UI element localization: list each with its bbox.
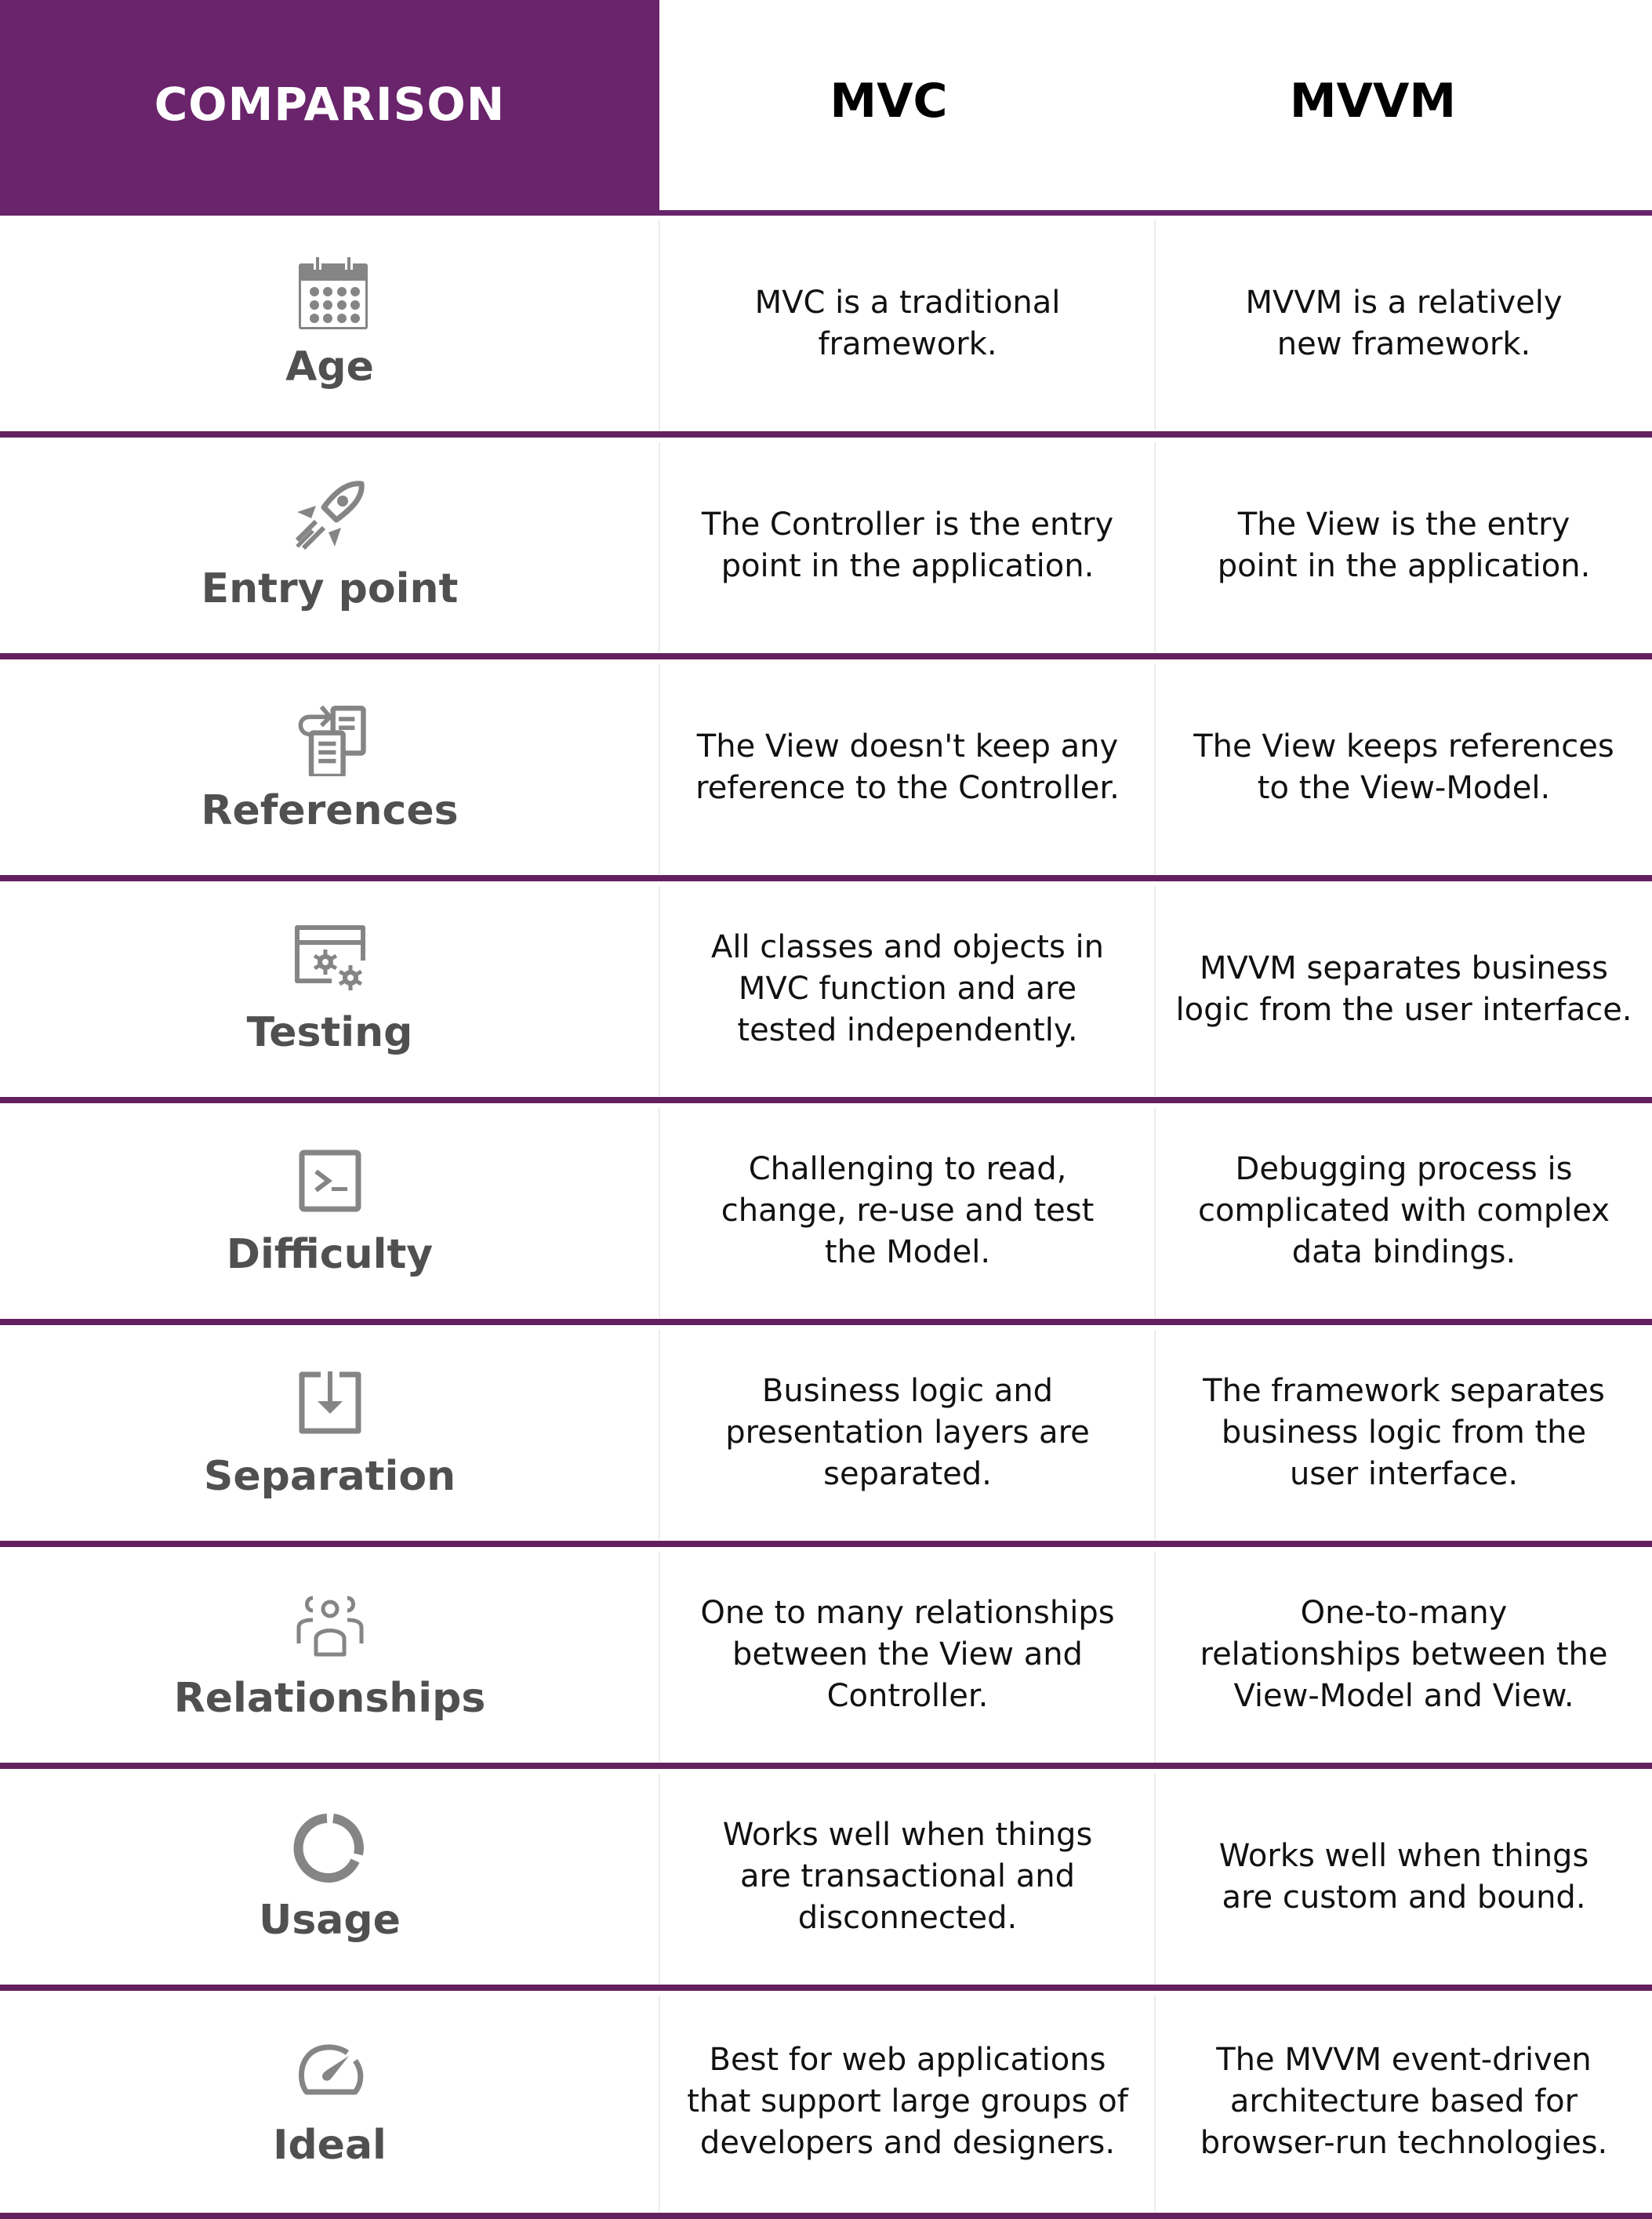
column-divider: [659, 886, 660, 1096]
mvvm-cell: The MVVM event-driven architecture based…: [1200, 2042, 1608, 2161]
column-divider: [659, 220, 660, 430]
documents-redirect-icon: [298, 705, 366, 776]
row-label: Ideal: [273, 2121, 387, 2169]
table-row-difficulty: Difficulty Challenging to read, change, …: [0, 1103, 1652, 1325]
column-divider: [659, 1330, 660, 1540]
row-label-cell: Separation: [0, 1325, 659, 1541]
column-divider: [659, 442, 660, 652]
column-divider: [659, 664, 660, 874]
row-label-cell: References: [0, 659, 659, 875]
table-row-testing: Testing All classes and objects in MVC f…: [0, 881, 1652, 1103]
row-divider: [0, 653, 1652, 659]
row-label: Testing: [246, 1008, 413, 1056]
row-divider: [0, 2213, 1652, 2219]
table-row-relationships: Relationships One to many relationships …: [0, 1547, 1652, 1769]
mvvm-cell: The View is the entry point in the appli…: [1217, 506, 1591, 584]
terminal-icon: [299, 1149, 361, 1211]
row-label: Entry point: [201, 565, 459, 612]
row-divider: [0, 1541, 1652, 1547]
calendar-icon: [298, 256, 368, 329]
column-divider: [1154, 1552, 1156, 1762]
users-group-icon: [296, 1596, 363, 1656]
row-label-cell: Usage: [0, 1769, 659, 1985]
row-divider: [0, 1097, 1652, 1103]
download-box-icon: [299, 1371, 361, 1433]
column-divider: [1154, 886, 1156, 1096]
mvvm-cell: One-to-many relationships between the Vi…: [1200, 1595, 1608, 1714]
mvc-cell: All classes and objects in MVC function …: [710, 929, 1104, 1048]
column-divider: [1154, 1108, 1156, 1318]
table-row-separation: Separation Business logic and presentati…: [0, 1325, 1652, 1547]
mvvm-cell: MVVM separates business logic from the u…: [1175, 950, 1632, 1028]
column-divider: [659, 1108, 660, 1318]
table-row-age: Age MVC is a traditional framework. MVVM…: [0, 216, 1652, 438]
row-label-cell: Entry point: [0, 438, 659, 653]
mvc-cell: Business logic and presentation layers a…: [725, 1373, 1090, 1492]
rocket-icon: [295, 480, 365, 550]
mvvm-header-cell: MVVM: [1118, 0, 1628, 210]
row-label-cell: Age: [0, 216, 659, 431]
column-divider: [1154, 1996, 1156, 2212]
row-label: References: [201, 786, 459, 834]
column-divider: [1154, 664, 1156, 874]
row-label-cell: Relationships: [0, 1547, 659, 1763]
mvc-cell: One to many relationships between the Vi…: [700, 1595, 1115, 1714]
mvvm-cell: Works well when things are custom and bo…: [1218, 1837, 1589, 1916]
ring-chart-icon: [293, 1813, 364, 1883]
header-divider: [659, 210, 1652, 216]
column-divider: [659, 1552, 660, 1762]
column-divider: [659, 1996, 660, 2212]
row-label: Separation: [203, 1452, 456, 1500]
row-label: Relationships: [173, 1674, 486, 1722]
row-label-cell: Testing: [0, 881, 659, 1097]
column-divider: [1154, 1330, 1156, 1540]
row-label: Difficulty: [226, 1230, 434, 1278]
window-gears-icon: [294, 924, 365, 990]
mvvm-heading: MVVM: [1289, 74, 1457, 129]
mvc-cell: The Controller is the entry point in the…: [701, 506, 1114, 584]
mvc-cell: Challenging to read, change, re-use and …: [721, 1151, 1095, 1270]
column-divider: [1154, 442, 1156, 652]
table-header: COMPARISON MVC MVVM: [0, 0, 1652, 216]
mvvm-cell: MVVM is a relatively new framework.: [1245, 284, 1563, 362]
table-row-entry-point: Entry point The Controller is the entry …: [0, 438, 1652, 659]
column-divider: [659, 1774, 660, 1984]
row-divider: [0, 1763, 1652, 1769]
mvvm-cell: The View keeps references to the View-Mo…: [1193, 728, 1614, 806]
column-divider: [1154, 1774, 1156, 1984]
table-row-references: References The View doesn't keep any ref…: [0, 659, 1652, 881]
mvvm-cell: The framework separates business logic f…: [1203, 1373, 1605, 1492]
table-row-ideal: Ideal Best for web applications that sup…: [0, 1991, 1652, 2219]
row-divider: [0, 1319, 1652, 1325]
row-divider: [0, 431, 1652, 438]
row-label: Usage: [259, 1896, 401, 1944]
mvc-header-cell: MVC: [659, 0, 1118, 210]
mvc-heading: MVC: [830, 74, 948, 129]
mvc-cell: Works well when things are transactional…: [722, 1817, 1093, 1936]
row-divider: [0, 1985, 1652, 1991]
row-label-cell: Difficulty: [0, 1103, 659, 1319]
mvc-cell: Best for web applications that support l…: [687, 2042, 1128, 2161]
row-divider: [0, 875, 1652, 881]
table-row-usage: Usage Works well when things are transac…: [0, 1769, 1652, 1991]
comparison-header-cell: COMPARISON: [0, 0, 659, 216]
mvc-cell: The View doesn't keep any reference to t…: [695, 728, 1120, 806]
column-divider: [1154, 220, 1156, 430]
mvvm-cell: Debugging process is complicated with co…: [1197, 1151, 1610, 1270]
mvc-cell: MVC is a traditional framework.: [754, 284, 1061, 362]
comparison-heading: COMPARISON: [154, 77, 506, 131]
row-label: Age: [285, 343, 374, 390]
speedometer-icon: [298, 2044, 363, 2094]
row-label-cell: Ideal: [0, 1991, 659, 2213]
